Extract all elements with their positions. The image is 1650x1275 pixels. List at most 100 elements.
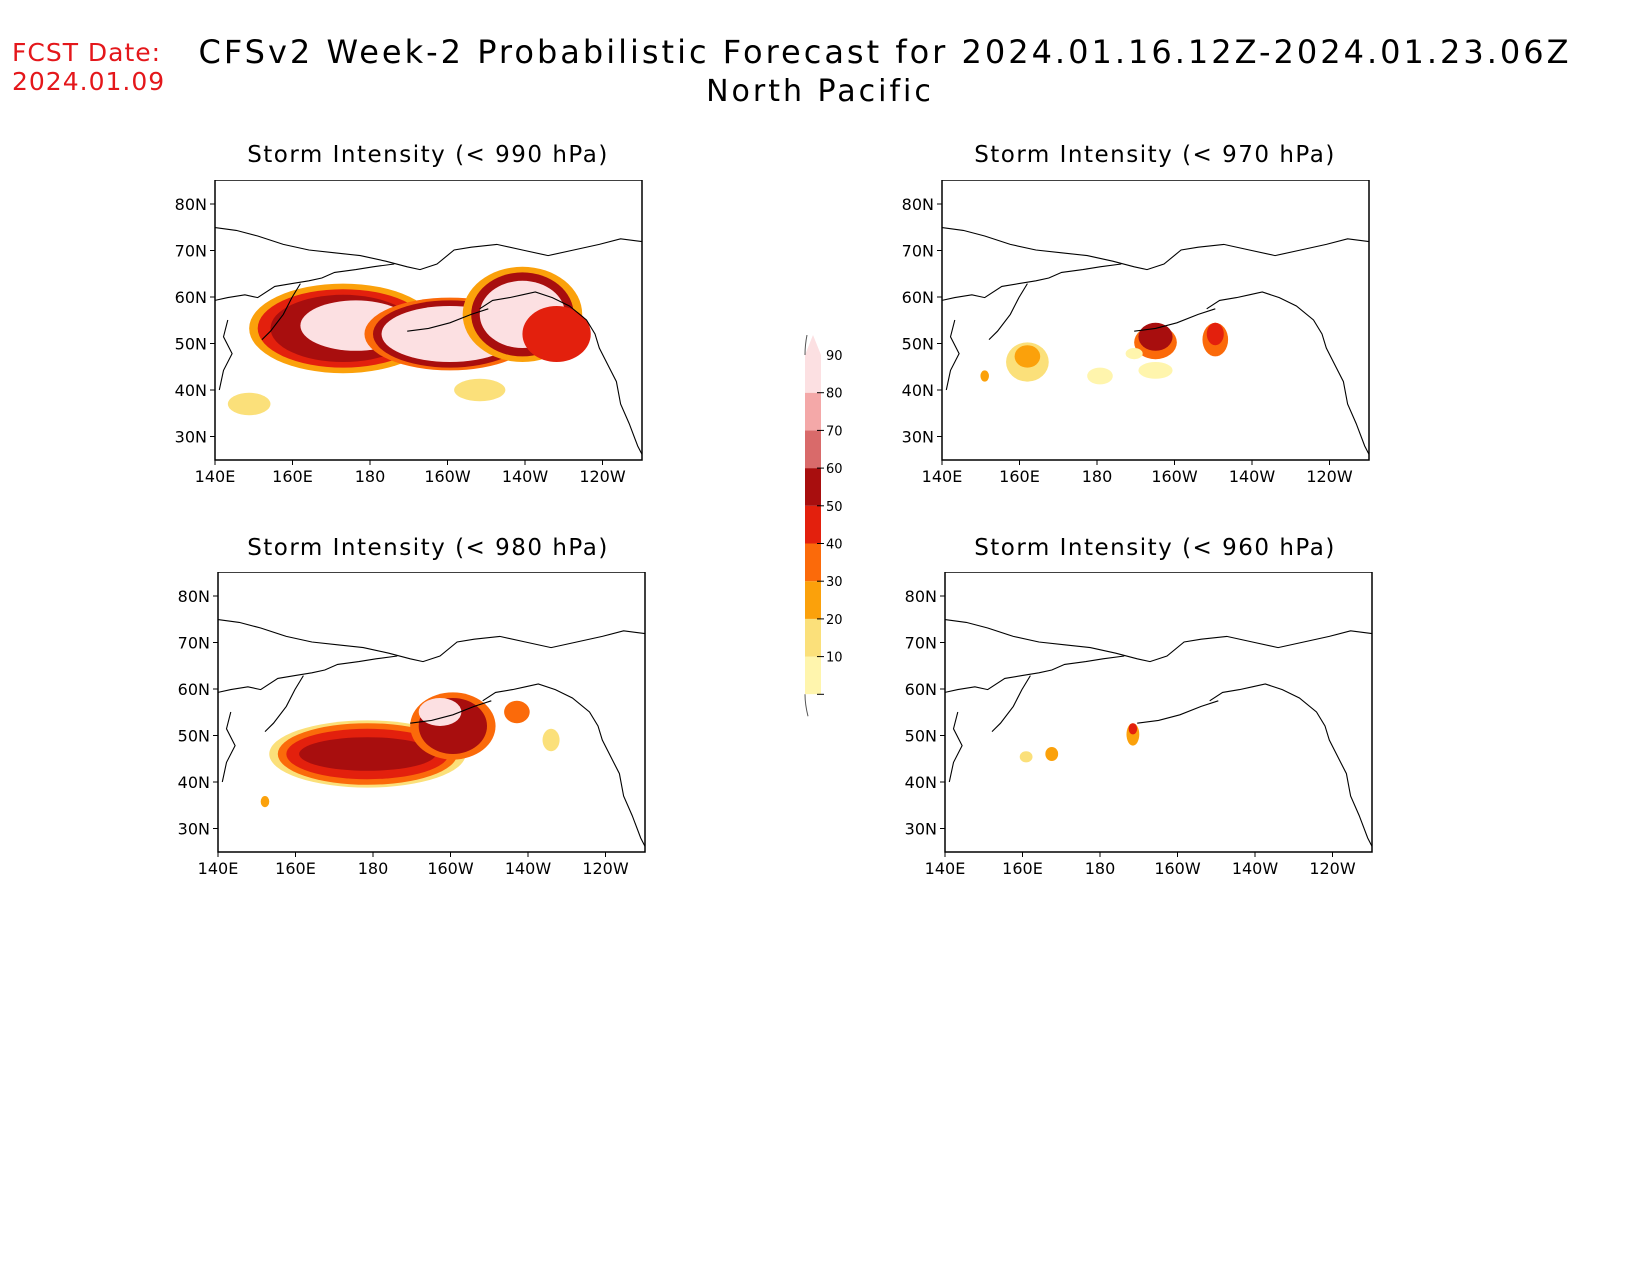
probability-contour bbox=[522, 306, 591, 362]
probability-contour bbox=[1125, 348, 1143, 360]
panel-title-990: Storm Intensity (< 990 hPa) bbox=[247, 142, 609, 168]
lon-label: 180 bbox=[358, 859, 389, 878]
lon-label: 180 bbox=[355, 467, 386, 486]
probability-field bbox=[980, 322, 1229, 385]
lon-label: 140W bbox=[502, 467, 549, 486]
lon-label: 160W bbox=[1151, 467, 1198, 486]
lon-label: 140E bbox=[198, 859, 239, 878]
lon-label: 120W bbox=[582, 859, 629, 878]
map-panel-960: 80N 70N 60N 50N 40N 30N 140E 160E 180 160W 140W 120… bbox=[905, 572, 1373, 878]
lat-label: 50N bbox=[178, 727, 210, 746]
lat-label: 80N bbox=[905, 587, 937, 606]
probability-contour bbox=[260, 796, 270, 808]
lon-label: 120W bbox=[1306, 467, 1353, 486]
lat-label: 60N bbox=[175, 288, 207, 307]
probability-contour bbox=[454, 378, 506, 402]
lat-label: 30N bbox=[178, 820, 210, 839]
lat-label: 80N bbox=[902, 195, 934, 214]
asia-coastline bbox=[941, 263, 1122, 301]
probability-contour bbox=[504, 700, 530, 724]
arctic-coastline bbox=[944, 619, 1373, 663]
colorbar-segment bbox=[805, 430, 821, 469]
asia-coastline bbox=[944, 655, 1125, 693]
probability-contour bbox=[542, 728, 560, 752]
lat-label: 70N bbox=[905, 634, 937, 653]
lon-label: 140E bbox=[925, 859, 966, 878]
plot-frame bbox=[214, 180, 643, 461]
lon-label: 160W bbox=[1154, 859, 1201, 878]
probability-contour bbox=[1138, 322, 1173, 351]
north-america-coastline bbox=[1206, 291, 1370, 455]
colorbar-label: 30 bbox=[826, 575, 843, 590]
lat-label: 70N bbox=[902, 242, 934, 261]
forecast-date-value: 2024.01.09 bbox=[12, 67, 166, 96]
japan-coastline bbox=[221, 711, 236, 783]
probability-contour bbox=[299, 737, 436, 771]
lon-label: 180 bbox=[1085, 859, 1116, 878]
lat-label: 60N bbox=[902, 288, 934, 307]
plot-frame bbox=[941, 180, 1370, 461]
aleutian-islands bbox=[1134, 308, 1216, 332]
arctic-coastline bbox=[941, 227, 1370, 271]
asia-coastline bbox=[214, 263, 395, 301]
japan-coastline bbox=[948, 711, 963, 783]
colorbar-label: 10 bbox=[826, 651, 843, 666]
probability-field bbox=[260, 692, 560, 808]
kamchatka-coastline bbox=[264, 675, 304, 732]
lat-label: 50N bbox=[905, 727, 937, 746]
probability-contour bbox=[1138, 362, 1173, 379]
lat-label: 80N bbox=[178, 587, 210, 606]
colorbar-label: 50 bbox=[826, 500, 843, 515]
probability-contour bbox=[418, 698, 462, 726]
lon-label: 140W bbox=[1232, 859, 1279, 878]
lat-label: 40N bbox=[902, 381, 934, 400]
north-america-coastline bbox=[479, 291, 643, 455]
lon-label: 140E bbox=[922, 467, 963, 486]
lat-label: 50N bbox=[902, 335, 934, 354]
lon-label: 180 bbox=[1082, 467, 1113, 486]
colorbar-label: 70 bbox=[826, 424, 843, 439]
lon-label: 160W bbox=[424, 467, 471, 486]
page-title: CFSv2 Week-2 Probabilistic Forecast for … bbox=[198, 33, 1572, 71]
kamchatka-coastline bbox=[261, 283, 301, 340]
plot-frame bbox=[217, 572, 646, 853]
lon-label: 160E bbox=[999, 467, 1040, 486]
probability-contour bbox=[1045, 747, 1059, 761]
lat-label: 80N bbox=[175, 195, 207, 214]
region-subtitle: North Pacific bbox=[706, 74, 934, 109]
colorbar-segment bbox=[805, 581, 821, 619]
colorbar-label: 80 bbox=[826, 387, 843, 402]
lon-label: 140E bbox=[195, 467, 236, 486]
colorbar-segment bbox=[805, 656, 821, 695]
colorbar-segment bbox=[805, 618, 821, 657]
colorbar-label: 20 bbox=[826, 613, 843, 628]
lat-label: 40N bbox=[178, 773, 210, 792]
asia-coastline bbox=[217, 655, 398, 693]
colorbar: 10 20 30 40 50 60 70 80 90 bbox=[804, 335, 843, 717]
lat-label: 60N bbox=[178, 680, 210, 699]
colorbar-label: 60 bbox=[826, 462, 843, 477]
forecast-date-label: FCST Date: bbox=[12, 38, 162, 67]
map-panel-970: 80N 70N 60N 50N 40N 30N 140E 160E 180 160W 140W 120… bbox=[902, 180, 1370, 486]
colorbar-segment bbox=[805, 468, 821, 506]
probability-contour bbox=[1087, 367, 1113, 385]
lon-label: 160E bbox=[1002, 859, 1043, 878]
japan-coastline bbox=[218, 319, 233, 391]
probability-contour bbox=[227, 392, 271, 416]
lat-label: 30N bbox=[902, 428, 934, 447]
lat-label: 40N bbox=[905, 773, 937, 792]
lon-label: 140W bbox=[1229, 467, 1276, 486]
lon-label: 160W bbox=[427, 859, 474, 878]
colorbar-segment bbox=[805, 355, 821, 393]
colorbar-cap-top bbox=[805, 335, 821, 355]
lon-label: 160E bbox=[272, 467, 313, 486]
probability-contour bbox=[1128, 723, 1138, 735]
arctic-coastline bbox=[214, 227, 643, 271]
north-america-coastline bbox=[482, 683, 646, 847]
probability-contour bbox=[1206, 322, 1224, 346]
panel-title-960: Storm Intensity (< 960 hPa) bbox=[974, 535, 1336, 561]
lat-label: 50N bbox=[175, 335, 207, 354]
kamchatka-coastline bbox=[991, 675, 1031, 732]
lat-label: 30N bbox=[905, 820, 937, 839]
colorbar-segment bbox=[805, 543, 821, 582]
